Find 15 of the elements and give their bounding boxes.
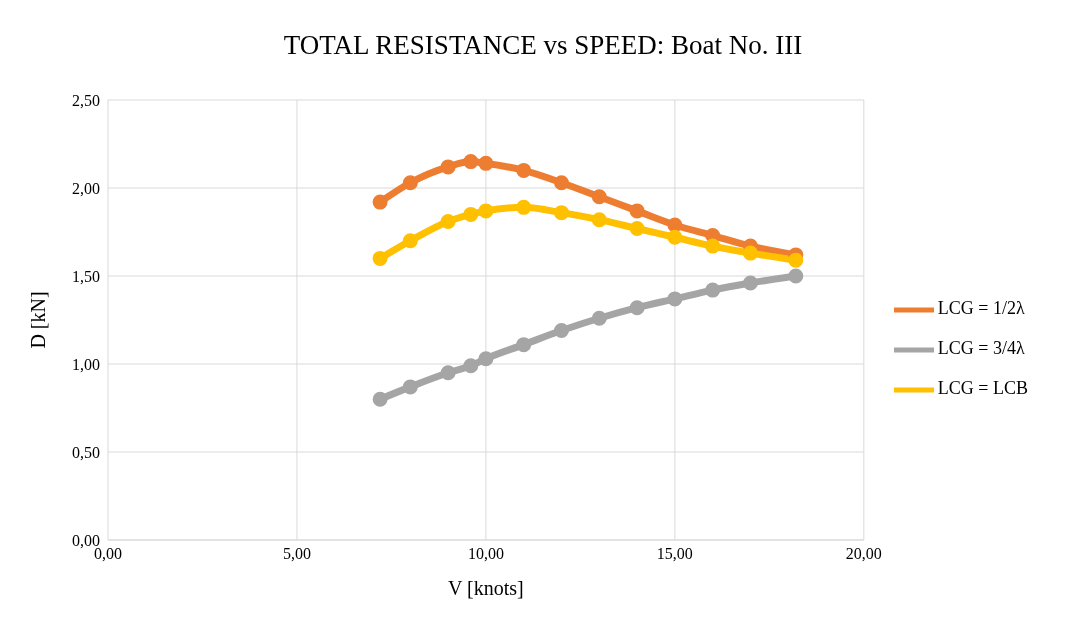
- y-axis-title: D [kN]: [27, 291, 50, 349]
- legend-label: LCG = 1/2λ: [937, 298, 1025, 319]
- x-axis-title: V [knots]: [448, 577, 524, 599]
- x-tick-label: 10,00: [467, 545, 504, 563]
- chart-title: TOTAL RESISTANCE vs SPEED: Boat No. III: [282, 29, 804, 62]
- y-tick-label: 0,50: [72, 443, 100, 461]
- legend-label: LCG = 3/4λ: [937, 338, 1025, 359]
- legend-label: LCG = LCB: [937, 378, 1028, 399]
- x-tick-label: 5,00: [282, 545, 311, 563]
- y-tick-label: 1,50: [72, 267, 100, 285]
- x-tick-label: 20,00: [845, 545, 882, 563]
- x-tick-label: 15,00: [656, 545, 693, 563]
- y-tick-label: 2,50: [72, 91, 100, 109]
- y-tick-label: 2,00: [72, 179, 100, 197]
- y-tick-label: 1,00: [72, 355, 100, 373]
